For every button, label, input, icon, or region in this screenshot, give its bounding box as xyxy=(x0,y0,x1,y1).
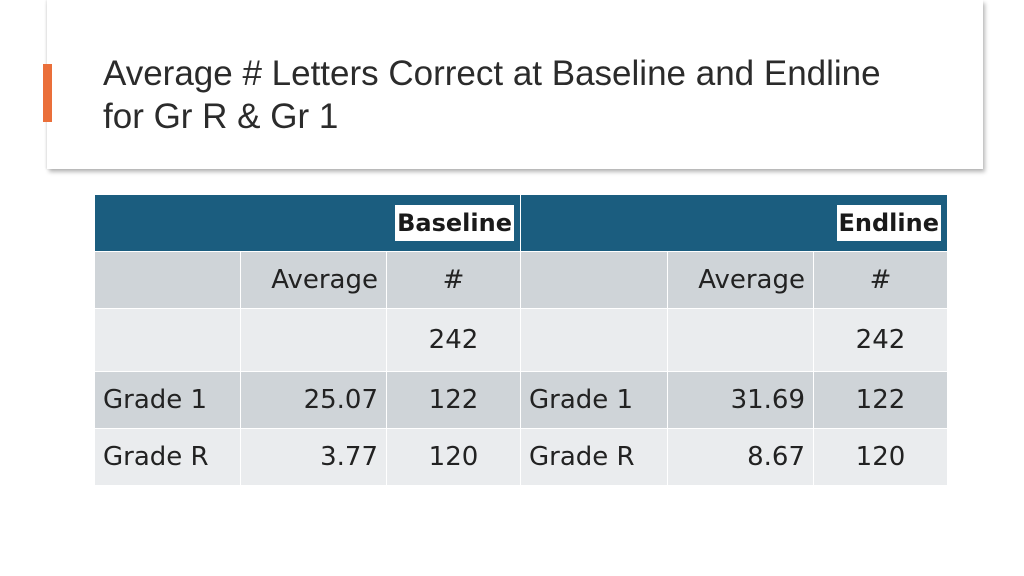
baseline-count-value: 120 xyxy=(386,428,521,486)
endline-count-value: 122 xyxy=(813,371,948,429)
baseline-total-count: 242 xyxy=(386,308,521,372)
endline-count-header: # xyxy=(813,251,948,309)
baseline-count-header: # xyxy=(386,251,521,309)
empty-cell xyxy=(520,308,668,372)
empty-cell xyxy=(520,251,668,309)
endline-header-cell: Endline xyxy=(520,194,948,252)
endline-header: Endline xyxy=(836,205,941,241)
endline-average-header: Average xyxy=(667,251,814,309)
results-table: Baseline Endline Average # Average # 242… xyxy=(94,194,948,486)
table-row: Grade R 3.77 120 Grade R 8.67 120 xyxy=(94,428,948,486)
baseline-header: Baseline xyxy=(395,205,514,241)
empty-cell xyxy=(94,308,241,372)
empty-cell xyxy=(94,251,241,309)
baseline-header-cell: Baseline xyxy=(94,194,521,252)
title-panel xyxy=(47,0,983,169)
baseline-row-label: Grade 1 xyxy=(94,371,241,429)
table-row: Grade 1 25.07 122 Grade 1 31.69 122 xyxy=(94,371,948,429)
empty-cell xyxy=(240,308,387,372)
baseline-average-header: Average xyxy=(240,251,387,309)
endline-row-label: Grade R xyxy=(520,428,668,486)
endline-total-count: 242 xyxy=(813,308,948,372)
baseline-row-label: Grade R xyxy=(94,428,241,486)
endline-count-value: 120 xyxy=(813,428,948,486)
table-row-total: 242 242 xyxy=(94,308,948,372)
baseline-average-value: 25.07 xyxy=(240,371,387,429)
endline-average-value: 8.67 xyxy=(667,428,814,486)
table-column-header-row: Average # Average # xyxy=(94,251,948,309)
slide-title: Average # Letters Correct at Baseline an… xyxy=(103,54,881,136)
empty-cell xyxy=(667,308,814,372)
endline-average-value: 31.69 xyxy=(667,371,814,429)
baseline-count-value: 122 xyxy=(386,371,521,429)
accent-bar xyxy=(43,64,52,122)
baseline-average-value: 3.77 xyxy=(240,428,387,486)
table-group-header-row: Baseline Endline xyxy=(94,194,948,252)
endline-row-label: Grade 1 xyxy=(520,371,668,429)
